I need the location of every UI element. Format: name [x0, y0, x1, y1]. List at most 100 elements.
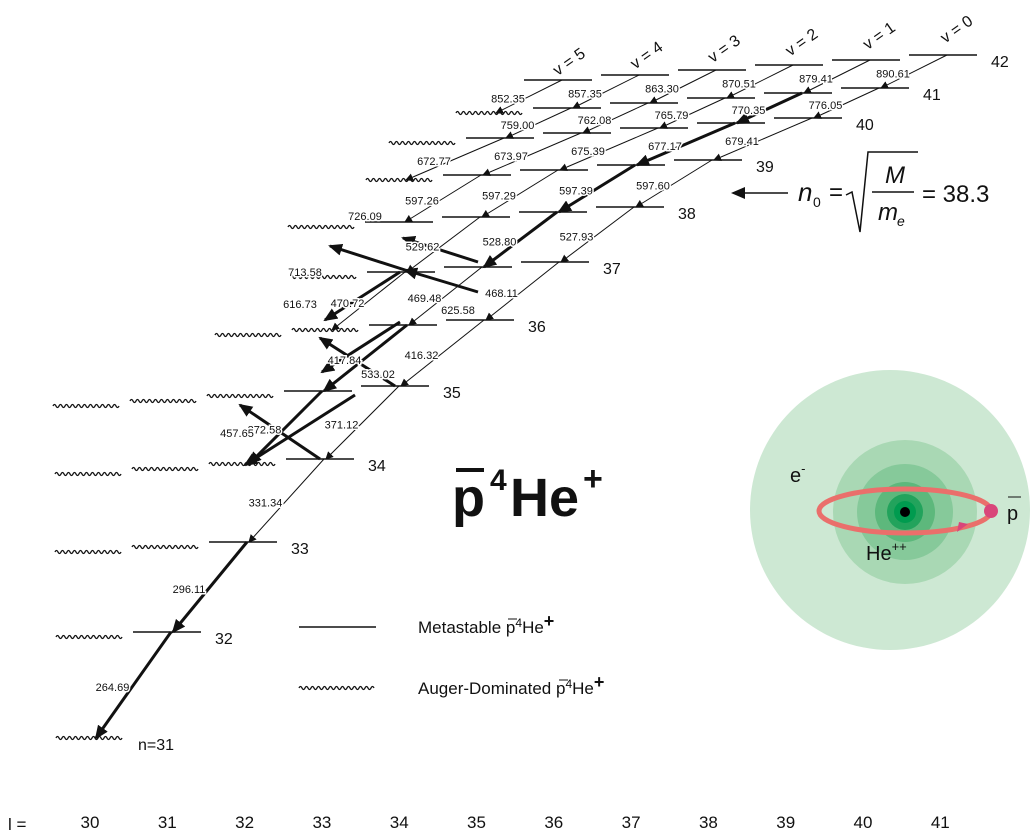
auger-level: [288, 226, 354, 229]
formula-equals: =: [829, 179, 843, 206]
crossing-arrow: [330, 246, 405, 270]
transition-label: 296.11: [173, 584, 206, 596]
level-label: n=31: [138, 737, 174, 754]
level-label: 38: [678, 206, 696, 223]
auger-level: [55, 551, 121, 554]
level-label: 36: [528, 319, 546, 336]
v-label: v = 3: [705, 32, 744, 66]
transition-label: 776.05: [809, 100, 843, 112]
transition-label: 857.35: [568, 89, 602, 101]
legend-wave: [299, 687, 374, 690]
transition-label: 527.93: [560, 232, 594, 244]
v-label: v = 2: [783, 26, 822, 60]
transition-label: 890.61: [876, 69, 910, 81]
transition-label: 468.11: [485, 288, 518, 300]
legend-charge: +: [594, 672, 605, 692]
level-label: 37: [603, 261, 621, 278]
legend-charge: +: [544, 611, 555, 631]
transition-label: 870.51: [722, 79, 756, 91]
transition-label: 765.79: [655, 110, 689, 122]
crossing-arrow: [405, 270, 478, 292]
transition-label: 770.35: [732, 105, 766, 117]
l-value: 32: [235, 813, 254, 832]
legend-auger: Auger-Dominated p4He+: [418, 672, 604, 698]
crossing-label: 625.58: [441, 305, 475, 317]
transition-label: 597.29: [482, 191, 516, 203]
transition-label: 762.08: [578, 115, 612, 127]
level-label: 39: [756, 159, 774, 176]
crossing-label: 616.73: [283, 299, 317, 311]
l-value: 36: [544, 813, 563, 832]
auger-level: [55, 473, 121, 476]
auger-level: [130, 400, 196, 403]
transition-label: 470.72: [331, 298, 365, 310]
title-element: He: [510, 468, 579, 528]
l-value: 40: [854, 813, 873, 832]
v-label: v = 4: [628, 39, 667, 73]
level-label: 41: [923, 87, 941, 104]
transition-label: 677.17: [648, 141, 682, 153]
v-label: v = 1: [860, 19, 899, 53]
transition-label: 416.32: [405, 350, 439, 362]
nucleus-text: He: [866, 543, 892, 565]
level-label: 32: [215, 631, 233, 648]
transition-label: 529.62: [406, 242, 440, 254]
formula-denominator: m: [878, 199, 898, 226]
formula-symbol: n: [798, 177, 812, 207]
auger-level: [366, 179, 432, 182]
transition-label: 528.80: [483, 237, 517, 249]
formula-denominator-subscript: e: [897, 213, 905, 229]
transition-label: 331.34: [249, 498, 283, 510]
legend-element: He: [572, 679, 594, 698]
legend-particle: p: [556, 679, 565, 698]
formula-subscript: 0: [813, 194, 821, 210]
auger-level: [53, 405, 119, 408]
v-label: v = 0: [938, 13, 977, 47]
crossing-arrow: [325, 272, 400, 320]
antiproton-label: p: [1007, 503, 1018, 525]
l-value: 34: [390, 813, 409, 832]
transition-label: 759.00: [501, 120, 535, 132]
l-axis: l = 303132333435363738394041: [8, 813, 950, 834]
transition-label: 417.84: [328, 355, 362, 367]
atom: e- He++ p: [750, 370, 1030, 650]
formula-numerator: M: [885, 162, 905, 189]
l-value: 38: [699, 813, 718, 832]
electron-charge: -: [801, 461, 805, 476]
crossing-label: 726.09: [348, 211, 382, 223]
crossing-label: 457.65: [220, 428, 254, 440]
legend-metastable: Metastable p4He+: [418, 611, 554, 637]
nucleus: [900, 507, 910, 517]
l-value: 30: [81, 813, 100, 832]
transition-label: 673.97: [494, 151, 528, 163]
level-label: 40: [856, 117, 874, 134]
legend-element: He: [522, 618, 544, 637]
diagram: 4241403938373635343332n=31890.61879.4187…: [0, 0, 1035, 834]
page: 4241403938373635343332n=31890.61879.4187…: [0, 0, 1035, 834]
transition-label: 469.48: [408, 293, 442, 305]
transition-label: 371.12: [325, 420, 359, 432]
auger-level: [207, 395, 273, 398]
auger-level: [56, 636, 122, 639]
transition-label: 264.69: [96, 682, 130, 694]
transition-label: 679.41: [725, 136, 759, 148]
formula-result: = 38.3: [922, 181, 989, 208]
auger-level: [292, 329, 358, 332]
transition-label: 597.39: [559, 186, 593, 198]
auger-level: [215, 334, 281, 337]
transition-label: 863.30: [645, 84, 679, 96]
title-particle: p: [452, 468, 485, 528]
level-label: 42: [991, 54, 1009, 71]
level-label: 33: [291, 541, 309, 558]
auger-level: [56, 737, 122, 740]
auger-level: [132, 546, 198, 549]
l-value: 35: [467, 813, 486, 832]
v-label: v = 5: [550, 45, 589, 79]
legend-text: Metastable: [418, 618, 501, 637]
l-value: 37: [622, 813, 641, 832]
legend: Metastable p4He+ Auger-Dominated p4He+: [299, 611, 604, 698]
transition-label: 879.41: [799, 74, 833, 86]
title-mass: 4: [490, 464, 507, 497]
l-value: 39: [776, 813, 795, 832]
transition-label: 597.26: [405, 196, 439, 208]
